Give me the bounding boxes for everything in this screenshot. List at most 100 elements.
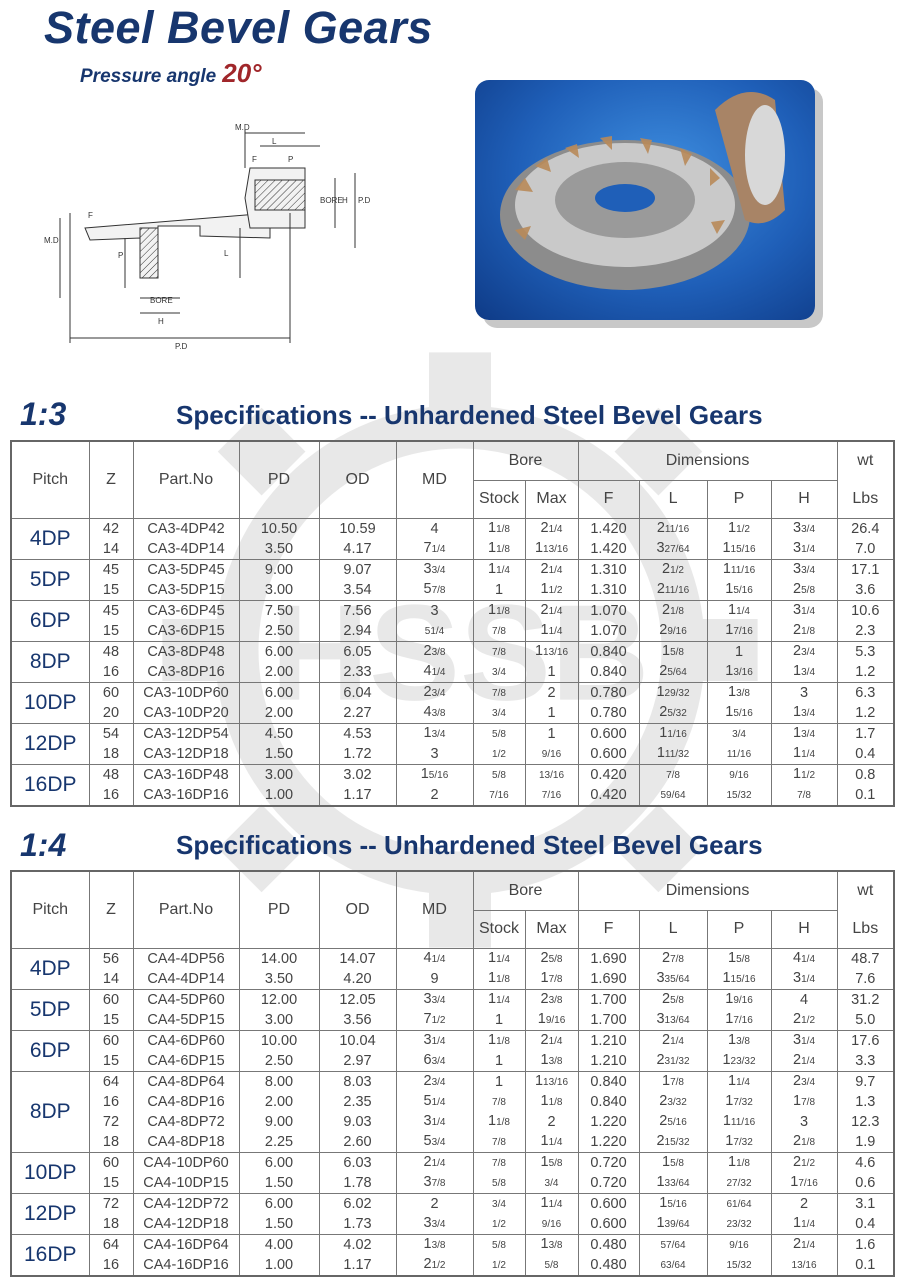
cell-part: CA3-12DP18 — [132, 743, 240, 764]
cell-l: 25/8 — [638, 988, 708, 1010]
cell-f: 0.840 — [577, 640, 640, 662]
section-title-1: Specifications -- Unhardened Steel Bevel… — [176, 400, 763, 430]
col-header-md: MD — [395, 870, 474, 949]
cell-wt: 0.1 — [836, 784, 895, 806]
cell-stock: 11/4 — [472, 558, 526, 580]
cell-od: 12.05 — [318, 988, 397, 1010]
cell-wt: 3.1 — [836, 1192, 895, 1214]
cell-l: 25/32 — [638, 702, 708, 723]
cell-od: 2.97 — [318, 1050, 397, 1071]
cell-max: 11/2 — [524, 579, 579, 600]
cell-pd: 3.00 — [238, 1009, 320, 1030]
cell-md: 9 — [395, 968, 474, 989]
cell-md: 71/2 — [395, 1009, 474, 1030]
cell-stock: 1/2 — [472, 1254, 526, 1276]
cell-f: 1.690 — [577, 968, 640, 989]
cell-max: 2 — [524, 681, 579, 703]
page-title: Steel Bevel Gears — [44, 2, 433, 53]
pitch-cell: 16DP — [10, 1233, 90, 1276]
cell-p: 9/16 — [706, 763, 772, 785]
cell-f: 0.840 — [577, 661, 640, 682]
pitch-cell: 12DP — [10, 1192, 90, 1234]
cell-z: 60 — [88, 1151, 134, 1173]
cell-z: 60 — [88, 681, 134, 703]
cell-h: 11/4 — [770, 743, 838, 764]
cell-h: 21/4 — [770, 1233, 838, 1255]
cell-part: CA4-5DP15 — [132, 1009, 240, 1030]
cell-z: 42 — [88, 517, 134, 539]
cell-part: CA4-6DP60 — [132, 1029, 240, 1051]
cell-pd: 9.00 — [238, 1111, 320, 1132]
cell-max: 113/16 — [524, 640, 579, 662]
cell-stock: 3/4 — [472, 661, 526, 682]
cell-pd: 1.50 — [238, 1213, 320, 1234]
pitch-cell: 8DP — [10, 1070, 90, 1152]
cell-f: 1.070 — [577, 620, 640, 641]
cell-pd: 10.00 — [238, 1029, 320, 1051]
cell-max: 13/8 — [524, 1233, 579, 1255]
cell-l: 29/16 — [638, 620, 708, 641]
cell-max: 5/8 — [524, 1254, 579, 1276]
col-header-md: MD — [395, 440, 474, 519]
cell-p: 9/16 — [706, 1233, 772, 1255]
cell-l: 139/64 — [638, 1213, 708, 1234]
cell-p: 115/16 — [706, 538, 772, 559]
cell-l: 63/64 — [638, 1254, 708, 1276]
cell-max: 7/16 — [524, 784, 579, 806]
cell-od: 4.20 — [318, 968, 397, 989]
cell-l: 25/64 — [638, 661, 708, 682]
col-header-od: OD — [318, 440, 397, 519]
cell-l: 27/8 — [638, 947, 708, 969]
cell-od: 8.03 — [318, 1070, 397, 1092]
cell-od: 1.78 — [318, 1172, 397, 1193]
cell-stock: 11/8 — [472, 538, 526, 559]
cell-stock: 1 — [472, 1050, 526, 1071]
table-row: 10DP 60 CA4-10DP60 6.00 6.03 21/4 7/8 15/8 0.720… — [10, 1151, 895, 1193]
cell-f: 1.210 — [577, 1050, 640, 1071]
cell-stock: 1 — [472, 579, 526, 600]
cell-md: 31/4 — [395, 1111, 474, 1132]
pitch-cell: 4DP — [10, 947, 90, 989]
col-header-dimensions: Dimensions — [577, 870, 838, 911]
spec-table-1-4: Pitch Z Part.No PD OD MD Bore Dimensions wt Stock… — [10, 870, 896, 1277]
col-header-bore: Bore — [472, 870, 579, 911]
cell-max: 2 — [524, 1111, 579, 1132]
cell-f: 0.720 — [577, 1172, 640, 1193]
cell-stock: 11/8 — [472, 599, 526, 621]
col-header-stock: Stock — [472, 479, 526, 519]
cell-max: 9/16 — [524, 743, 579, 764]
cell-max: 21/4 — [524, 558, 579, 580]
cell-wt: 1.7 — [836, 722, 895, 744]
pitch-cell: 6DP — [10, 599, 90, 641]
cell-part: CA3-16DP16 — [132, 784, 240, 806]
cell-pd: 4.50 — [238, 722, 320, 744]
cell-stock: 11/8 — [472, 1029, 526, 1051]
cell-f: 0.480 — [577, 1233, 640, 1255]
cell-h: 7/8 — [770, 784, 838, 806]
cell-pd: 6.00 — [238, 640, 320, 662]
cell-max: 9/16 — [524, 1213, 579, 1234]
cell-wt: 48.7 — [836, 947, 895, 969]
cell-l: 21/2 — [638, 558, 708, 580]
cell-p: 19/16 — [706, 988, 772, 1010]
cell-p: 23/32 — [706, 1213, 772, 1234]
cell-pd: 2.50 — [238, 620, 320, 641]
cell-wt: 10.6 — [836, 599, 895, 621]
cell-l: 15/8 — [638, 640, 708, 662]
table-row: 18 CA4-8DP18 2.25 2.60 53/4 7/8 11/4 1.220 215/3… — [11, 1131, 895, 1152]
cell-md: 13/8 — [395, 1233, 474, 1255]
cell-z: 72 — [88, 1111, 134, 1132]
cell-md: 21/4 — [395, 1151, 474, 1173]
pitch-cell: 16DP — [10, 763, 90, 806]
cell-pd: 3.50 — [238, 968, 320, 989]
cell-f: 1.070 — [577, 599, 640, 621]
table-row: 5DP 45 CA3-5DP45 9.00 9.07 33/4 11/4 21/4 1.310 2… — [10, 558, 895, 600]
col-header-wt: wt — [836, 870, 895, 910]
cell-od: 10.59 — [318, 517, 397, 539]
cell-od: 3.54 — [318, 579, 397, 600]
cell-od: 9.03 — [318, 1111, 397, 1132]
table-row: 6DP 60 CA4-6DP60 10.00 10.04 31/4 11/8 21/4 1.21… — [10, 1029, 895, 1071]
cell-wt: 5.3 — [836, 640, 895, 662]
cell-wt: 17.1 — [836, 558, 895, 580]
ratio-heading-2: 1:4 — [20, 827, 67, 863]
